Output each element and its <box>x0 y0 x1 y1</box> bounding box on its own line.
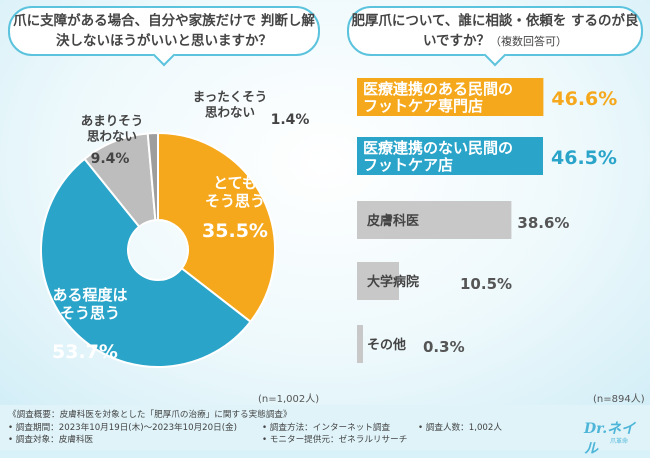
bar-label: 医療連携のある民間の <box>363 80 513 98</box>
bar-value: 46.5% <box>551 147 617 169</box>
left-question-text: 爪に支障がある場合、自分や家族だけで 判断し解決しないほうがいいと思いますか？ <box>13 13 315 49</box>
charts-canvas: とてもそう思う35.5%ある程度はそう思う53.7%あまりそう思わない9.4%ま… <box>40 78 617 368</box>
bar <box>357 262 399 300</box>
pie-slice-label: あまりそう <box>81 113 144 128</box>
bar-value: 0.3% <box>423 338 465 356</box>
pie-slice-value: 35.5% <box>202 220 268 242</box>
bar-label: 大学病院 <box>367 274 419 290</box>
pie-slice <box>146 131 159 222</box>
right-question-text: 肥厚爪について、誰に相談・依頼を するのが良いですか？ <box>351 12 639 49</box>
bar-label: フットケア店 <box>363 156 453 174</box>
right-question-bubble: 肥厚爪について、誰に相談・依頼を するのが良いですか？（複数回答可） <box>347 6 643 67</box>
bar <box>357 325 363 363</box>
pie-slice-label: ある程度は <box>52 286 127 304</box>
pie-slice-label: そう思う <box>205 192 265 210</box>
bar <box>357 137 543 175</box>
pie-slice-label: そう思う <box>60 304 120 322</box>
bar-value: 38.6% <box>517 214 569 232</box>
pie-slice-value: 1.4% <box>271 112 310 128</box>
pie-slice <box>40 157 252 368</box>
right-sample-size: (n=894人) <box>593 394 645 405</box>
left-sample-size: (n=1,002人) <box>258 394 320 405</box>
brand-logo-sub: 爪革命 <box>610 438 629 445</box>
footer-provider: • モニター提供元：ゼネラルリサーチ <box>262 435 408 445</box>
pie-slice <box>157 131 276 324</box>
bar <box>357 201 512 239</box>
pie-slice-label: とても <box>213 174 257 192</box>
footer-method: • 調査方法：インターネット調査 <box>262 423 391 433</box>
bar <box>357 78 544 116</box>
pie-slice-label: 思わない <box>87 129 137 144</box>
bar-value: 10.5% <box>460 275 512 293</box>
left-question-bubble: 爪に支障がある場合、自分や家族だけで 判断し解決しないほうがいいと思いますか？ <box>8 6 320 67</box>
footer-count: • 調査人数：1,002人 <box>418 423 502 433</box>
bar-label: フットケア専門店 <box>363 97 483 115</box>
bar-value: 46.6% <box>551 88 617 110</box>
bar-label: その他 <box>367 337 406 353</box>
footer-period: • 調査期間：2023年10月19日(木)〜2023年10月20日(金) <box>8 423 238 433</box>
footer-overview: 《調査概要：皮膚科医を対象とした「肥厚爪の治療」に関する実態調査》 <box>8 410 292 420</box>
brand-logo: Dr.ネイル 爪革命 <box>584 416 640 457</box>
pie-slice-label: まったくそう <box>193 89 268 104</box>
bar-label: 皮膚科医 <box>366 213 419 229</box>
pie-slice-value: 9.4% <box>91 151 130 167</box>
pie-slice-value: 53.7% <box>52 341 118 363</box>
pie-slice-label: 思わない <box>205 105 255 120</box>
right-question-note: （複数回答可） <box>490 34 568 48</box>
bar-label: 医療連携のない民間の <box>363 139 513 157</box>
footer <box>0 405 650 450</box>
footer-target: • 調査対象：皮膚科医 <box>8 435 94 445</box>
